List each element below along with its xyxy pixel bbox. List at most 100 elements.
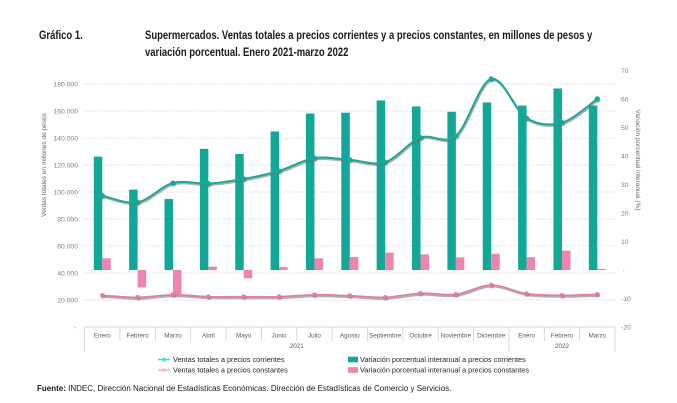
right-tick-label: -20 [621,324,631,331]
bar-var-constantes [243,270,253,279]
axis-titles: Ventas totales en millones de pesos Varia… [41,109,641,216]
right-tick-label: - [623,267,625,274]
left-tick-label: 160.000 [53,108,78,115]
right-tick-label: 60 [621,96,629,103]
point-marker [241,294,247,299]
point-marker [524,115,530,121]
left-tick-label: 60.000 [57,243,78,250]
bar-var-corrientes [412,106,421,270]
lines [99,76,601,301]
bar-var-corrientes [93,156,103,270]
right-tick-label: -10 [621,296,631,303]
source-note: Fuente: INDEC, Dirección Nacional de Est… [37,384,451,393]
point-marker [453,133,459,139]
x-tick-label: Agosto [340,333,360,340]
right-axis-title: Variación porcentual interanual (%) [634,109,641,210]
x-tick-label: Noviembre [441,333,472,340]
point-marker [135,295,140,300]
x-tick-label: Enero [518,333,535,340]
bar-var-constantes [385,252,394,270]
bar-var-constantes [561,250,571,270]
left-tick-label: 80.000 [57,216,78,223]
point-marker [170,292,176,298]
point-marker [205,181,211,187]
x-tick-label: Octubre [409,333,432,340]
x-group-label: 2022 [555,343,570,350]
left-axis-title: Ventas totales en millones de pesos [41,112,48,216]
point-marker [382,295,388,300]
bar-var-corrientes [482,102,492,270]
point-marker [417,134,424,141]
bar-var-corrientes [518,105,527,271]
legend-label: Ventas totales a precios corrientes [173,355,285,364]
point-marker [312,292,317,298]
bar-var-constantes [208,266,217,270]
point-marker [99,292,105,298]
point-marker [311,155,318,161]
bar-var-corrientes [164,199,173,270]
x-axis: Enero Febrero Marzo Abril Mayo Junio Julio Agos… [84,326,616,352]
legend-item: Ventas totales a precios constantes [158,366,288,375]
bar-var-constantes [102,258,111,270]
bar-var-corrientes [235,154,244,270]
legend-item: Variación porcentual interanual a precio… [348,355,526,364]
point-marker [453,292,459,297]
x-tick-label: Febrero [551,333,574,340]
point-marker [488,282,494,288]
bars [93,88,606,295]
point-marker [276,294,282,299]
left-tick-label: 20.000 [57,297,78,304]
point-marker [276,168,282,174]
bar-var-corrientes [305,113,315,270]
x-tick-label: Mayo [236,333,252,340]
x-group-label: 2021 [290,343,305,350]
legend-label: Variación porcentual interanual a precio… [360,366,529,375]
figure-label: Gráfico 1. [39,28,83,42]
left-tick-label: - [74,324,76,331]
legend-bar-swatch [348,367,358,373]
point-marker [206,294,211,299]
point-marker [241,176,247,182]
point-marker [347,293,353,298]
x-tick-label: Septiembre [369,333,402,340]
bar-var-constantes [173,270,182,295]
point-marker [99,193,105,199]
left-tick-label: 120.000 [53,162,78,169]
x-tick-label: Julio [308,333,321,340]
bar-var-constantes [420,254,430,270]
legend-item: Variación porcentual interanual a precio… [348,366,529,375]
bar-var-constantes [491,253,500,270]
left-axis-tick-labels: - 20.000 40.000 60.000 80.000 100.000 120.000 1… [53,81,78,331]
legend-label: Ventas totales a precios constantes [173,366,288,375]
bar-var-constantes [526,257,536,270]
point-marker [595,292,600,297]
x-tick-label: Marzo [589,333,607,340]
legend: Ventas totales a precios corrientes Venta… [158,355,529,375]
right-tick-label: 20 [621,210,629,217]
bar-var-constantes [597,268,606,270]
point-marker [488,76,494,82]
bar-var-constantes [349,256,359,270]
bar-var-corrientes [376,100,386,270]
legend-bar-swatch [348,356,358,363]
left-tick-label: 40.000 [57,270,78,277]
source-label: Fuente: [37,384,66,393]
x-tick-label: Junio [272,333,288,340]
x-tick-label: Febrero [127,333,150,340]
x-tick-label: Diciembre [477,333,506,340]
point-marker [135,199,141,205]
bar-var-constantes [455,257,465,270]
right-tick-label: 40 [621,153,629,160]
point-marker [170,180,176,186]
right-tick-label: 30 [621,182,629,189]
source-text: INDEC, Dirección Nacional de Estadística… [65,384,452,393]
bar-var-constantes [279,266,288,270]
bar-var-corrientes [588,105,598,271]
left-tick-label: 140.000 [53,135,78,142]
point-marker [559,120,565,126]
right-tick-label: 50 [621,125,629,132]
point-marker [559,292,565,298]
x-tick-label: Marzo [164,333,182,340]
